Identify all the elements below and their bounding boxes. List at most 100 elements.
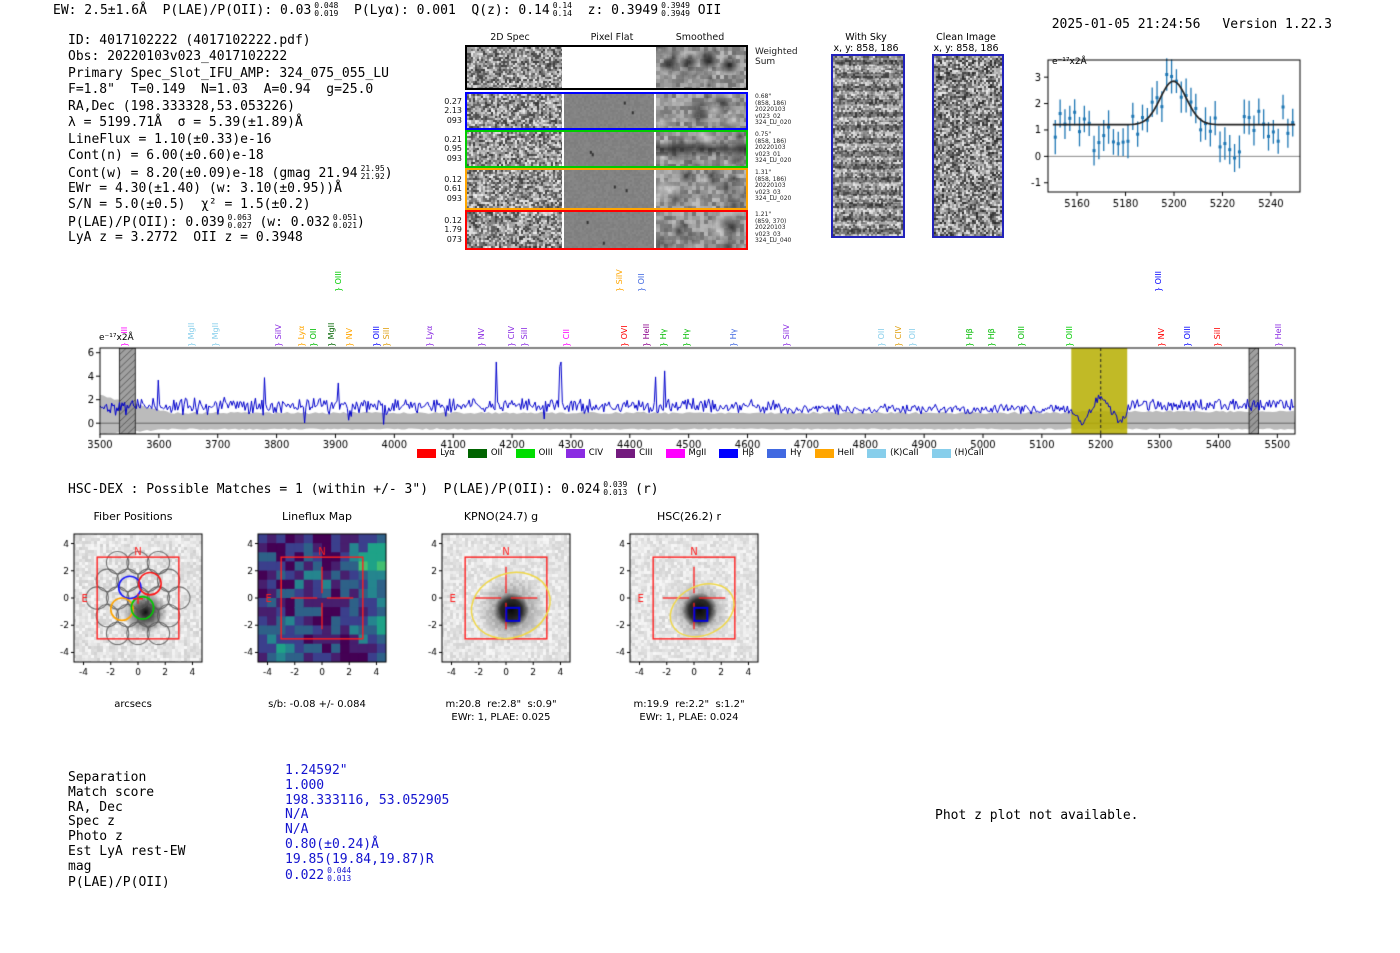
meta-line: v023_02: [755, 112, 781, 120]
text-segment: Cont(w) = 8.20(±0.09)e-18 (gmag 21.94: [68, 165, 358, 181]
detection-summary-block: ID: 4017102222 (4017102222.pdf) Obs: 2022…: [68, 33, 393, 247]
legend-label: CIII: [639, 448, 653, 458]
upper-value: 0.051: [332, 212, 358, 222]
stacked-uncertainty: 0.14 0.14: [552, 1, 572, 19]
text-segment: ): [384, 165, 393, 181]
meta-line: (858, 186): [755, 99, 787, 107]
smoothed-strip: [656, 132, 746, 166]
legend-item: OII: [467, 448, 503, 458]
spectrum-strip-row: [465, 92, 748, 130]
match-row-value: N/A: [285, 807, 308, 822]
spectrum-strip-row: [465, 45, 748, 90]
legend-swatch: [467, 448, 487, 458]
text-segment: EW: 2.5±1.6Å P(LAE)/P(OII): 0.03: [53, 3, 312, 19]
meta-line: Sum: [755, 57, 776, 67]
text-segment: P(LAE)/P(OII): 0.039: [68, 215, 225, 231]
weight-value: 0.95: [444, 144, 462, 154]
legend-item: (H)CaII: [931, 448, 984, 458]
legend-label: OIII: [538, 448, 553, 458]
strip-meta-labels: 1.21" (859, 370) 20220103 v023_03 324_LU_040: [755, 211, 795, 245]
meta-line: Weighted: [755, 47, 798, 57]
match-row-value: 0.80(±0.24)Å: [285, 837, 379, 852]
meta-line: 1.21": [755, 211, 772, 218]
weight-value: 0.27: [444, 96, 462, 106]
pixel-flat-strip: [564, 212, 654, 248]
catalog-match-table: Separation 1.24592" Match score 1.000 RA, De…: [68, 763, 449, 890]
summary-line: LineFlux = 1.10(±0.33)e-16: [68, 132, 393, 148]
legend-item: OIII: [515, 448, 553, 458]
summary-line: λ = 5199.71Å σ = 5.39(±1.89)Å: [68, 115, 393, 131]
text-segment: (r): [627, 482, 659, 498]
meta-line: v023_03: [755, 230, 781, 238]
column-title-2d-spec: 2D Spec: [490, 32, 530, 43]
legend-swatch: [719, 448, 739, 458]
cutout-image-fiber: [40, 526, 226, 694]
smoothed-strip: [656, 170, 746, 208]
upper-value: 0.048: [314, 1, 339, 10]
line-fit-zoom-plot: [1018, 50, 1308, 220]
text-segment: EWr = 4.30(±1.40) (w: 3.10(±0.95))Å: [68, 180, 342, 196]
meta-line: 0.75": [755, 131, 772, 138]
legend-label: Lyα: [440, 448, 455, 458]
spectrum-legend: Lyα OII OIII CIV CIII MgII Hβ Hγ HeII (K)CaII (H)C…: [88, 448, 1313, 458]
match-row-label: Match score: [68, 784, 155, 800]
match-row-value: 1.000: [285, 778, 324, 793]
text-segment: HSC-DEX : Possible Matches = 1 (within +…: [68, 482, 601, 498]
stacked-uncertainty: 0.3949 0.3949: [661, 1, 690, 19]
lower-value: 0.027: [227, 221, 252, 231]
legend-label: (K)CaII: [890, 448, 919, 458]
legend-item: CIII: [616, 448, 653, 458]
cutout-title: HSC(26.2) r: [656, 510, 722, 523]
text-segment: OII: [689, 3, 722, 19]
text-segment: LyA z = 3.2772 OII z = 0.3948: [68, 230, 303, 246]
text-segment: z: 0.3949: [571, 3, 659, 19]
strip-meta-labels: 0.68" (858, 186) 20220103 v023_02 324_LU_020: [755, 93, 795, 127]
legend-swatch: [931, 448, 951, 458]
legend-item: Hβ: [719, 448, 754, 458]
text-segment: (w: 0.032: [251, 215, 330, 231]
legend-item: HeII: [814, 448, 854, 458]
meta-line: 324_LU_020: [755, 195, 792, 203]
match-table-row: Separation 1.24592": [68, 763, 449, 785]
legend-label: Hβ: [742, 448, 755, 458]
full-spectrum-plot: [88, 338, 1313, 456]
with-sky-coords: x, y: 858, 186: [833, 42, 899, 54]
text-segment: 0.022: [285, 867, 325, 883]
legend-item: Hγ: [767, 448, 802, 458]
fiber-weight-labels: 0.12 0.61 093: [443, 168, 462, 210]
cutout-image-lineflux: [224, 526, 410, 694]
meta-line: 1.31": [755, 169, 772, 176]
strip-meta-labels: Weighted Sum: [755, 47, 798, 67]
2d-spec-strip: [467, 47, 562, 88]
fiber-weight-labels: 0.21 0.95 093: [443, 130, 462, 168]
stacked-uncertainty: 0.048 0.019: [314, 1, 339, 18]
spectrum-strip-row: [465, 130, 748, 168]
text-segment: LineFlux = 1.10(±0.33)e-16: [68, 131, 272, 147]
meta-line: 324_LU_020: [755, 119, 792, 127]
smoothed-strip: [656, 47, 746, 88]
meta-line: v023_01: [755, 150, 781, 158]
upper-value: 0.14: [552, 1, 572, 10]
summary-line: RA,Dec (198.333328,53.053226): [68, 99, 393, 115]
lower-value: 0.14: [552, 9, 572, 19]
match-row-value: 19.85(19.84,19.87)R: [285, 852, 434, 867]
2d-spec-strip: [467, 94, 562, 128]
lower-value: 0.021: [332, 221, 358, 231]
pixel-flat-strip: [564, 170, 654, 208]
lower-value: 0.3949: [661, 9, 690, 19]
stacked-uncertainty: 0.063 0.027: [227, 213, 252, 231]
report-meta: 2025-01-05 21:24:56 Version 1.22.3: [1020, 2, 1332, 47]
match-table-row: RA, Dec 198.333116, 53.052905: [68, 793, 449, 815]
legend-item: MgII: [665, 448, 706, 458]
text-segment: ID: 4017102222 (4017102222.pdf): [68, 33, 311, 48]
text-segment: RA,Dec (198.333328,53.053226): [68, 98, 295, 114]
match-row-value: 0.022 0.044 0.013: [285, 866, 351, 883]
column-title-pixel-flat: Pixel Flat: [590, 32, 634, 43]
cutout-caption: arcsecs: [114, 699, 152, 710]
text-segment: N/A: [285, 807, 309, 823]
meta-line: 20220103: [755, 224, 786, 232]
match-row-label: Photo z: [68, 829, 123, 845]
summary-line: ID: 4017102222 (4017102222.pdf): [68, 33, 393, 49]
match-row-label: Spec z: [68, 814, 115, 830]
text-segment: F=1.8" T=0.149 N=1.03 A=0.94 g=25.0: [68, 82, 374, 98]
